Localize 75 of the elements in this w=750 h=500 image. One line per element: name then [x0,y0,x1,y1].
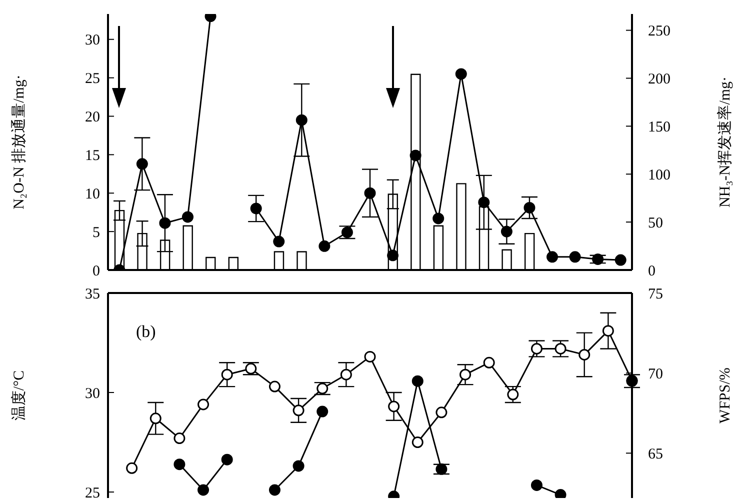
y-tick-label: 10 [85,186,100,202]
point [592,253,604,265]
y2-tick-label: 0 [648,263,656,280]
point [500,226,512,238]
point [364,187,376,199]
point [554,489,566,498]
y2-tick-label: 200 [648,72,670,88]
point [292,404,304,416]
y2-tick-label: 100 [648,167,670,184]
y-tick-label: 5 [92,224,100,241]
point [341,226,353,238]
point [126,462,138,474]
point [318,240,330,252]
point [554,342,566,354]
point [546,251,558,263]
y-axis-title: 温度/°C [10,370,28,421]
y-tick-label: 30 [85,32,100,49]
point [387,250,399,262]
point [296,114,308,126]
point [174,458,186,470]
y2-tick-label: 65 [648,446,663,462]
point [316,382,328,394]
point [412,436,424,448]
y2-tick-label: 75 [648,286,663,302]
point [250,202,262,214]
annotation: (b) [136,322,156,342]
point [507,388,519,400]
point [316,406,328,418]
point [198,484,210,496]
point [340,368,352,380]
point [530,479,542,491]
y2-axis-title: WFPS/% [717,368,734,424]
y2-tick-label: 50 [648,215,663,232]
y-tick-label: 0 [92,263,100,280]
y-tick-label: 15 [85,148,100,164]
point [136,158,148,170]
point [182,211,194,223]
y2-axis-title: NH₃-N挥发速率/mg· [716,76,734,208]
point [436,406,448,418]
y-tick-label: 20 [85,110,100,126]
point [483,356,495,368]
y-tick-label: 25 [85,71,100,88]
point [412,375,424,387]
y2-tick-label: 150 [648,120,670,136]
point [614,254,626,266]
y-axis-title: N₂O-N 排放通量/mg· [10,74,28,210]
point [455,68,467,80]
y-tick-label: 25 [85,485,100,500]
point [460,368,472,380]
point [221,454,233,466]
y2-tick-label: 70 [648,366,663,382]
point [174,432,186,444]
point [388,400,400,412]
point [524,202,536,214]
point [268,484,280,496]
point [273,236,285,248]
point [478,196,490,208]
point [150,412,162,424]
point [530,342,542,354]
y-tick-label: 30 [85,386,100,402]
point [364,350,376,362]
y2-tick-label: 250 [648,24,670,40]
point [221,368,233,380]
point [578,348,590,360]
point [245,362,257,374]
point [198,398,210,410]
point [432,212,444,224]
point [602,325,614,337]
point [436,463,448,475]
point [292,460,304,472]
point [268,380,280,392]
point [159,217,171,229]
y-tick-label: 35 [85,286,100,302]
point [410,150,422,162]
point [569,251,581,263]
